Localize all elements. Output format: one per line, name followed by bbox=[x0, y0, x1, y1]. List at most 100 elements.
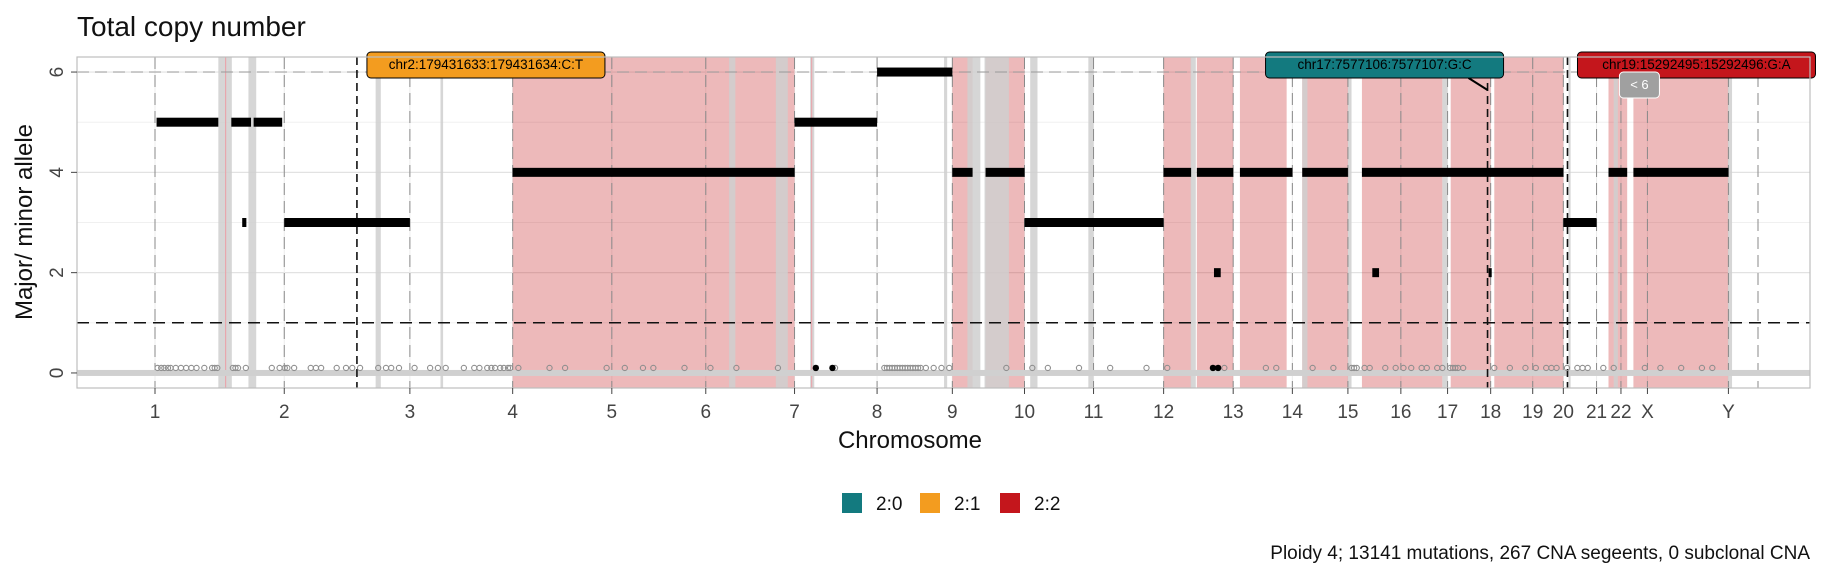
mutation-point bbox=[158, 364, 165, 372]
mutation-point bbox=[938, 364, 945, 372]
panel-border bbox=[76, 56, 1811, 389]
mutation-point bbox=[1452, 364, 1459, 372]
cna-region-shade bbox=[1239, 57, 1287, 388]
x-tick-label: 11 bbox=[1084, 402, 1104, 423]
mutation-point bbox=[154, 364, 161, 372]
cn-segment bbox=[1196, 167, 1234, 177]
x-tick-label: 8 bbox=[872, 402, 883, 423]
mutation-point bbox=[504, 364, 512, 372]
x-tick-label: 1 bbox=[150, 402, 161, 423]
x-tick-label: 22 bbox=[1610, 402, 1631, 423]
mutation-point bbox=[242, 364, 249, 372]
mutation-point bbox=[1491, 364, 1498, 372]
cn-segment bbox=[877, 67, 953, 77]
mutation-point bbox=[1579, 364, 1586, 372]
gap-band bbox=[775, 57, 788, 388]
mutation-point bbox=[177, 364, 185, 372]
cn-segment bbox=[156, 117, 219, 127]
mutation-point bbox=[1273, 364, 1280, 372]
cna-region-shade bbox=[512, 57, 795, 388]
x-tick-label: 2 bbox=[279, 402, 290, 423]
cna-region-shade bbox=[1196, 57, 1234, 388]
mutation-point bbox=[506, 364, 514, 372]
cn-segment bbox=[1239, 167, 1293, 177]
mutation-point bbox=[1392, 364, 1399, 372]
mutation-point bbox=[621, 364, 628, 372]
x-tick-label: 21 bbox=[1586, 402, 1607, 423]
driver-point bbox=[1209, 364, 1217, 372]
mutation-point bbox=[733, 364, 740, 372]
y-tick-label: 4 bbox=[47, 167, 68, 178]
gap-band bbox=[1302, 57, 1308, 388]
mutation-point bbox=[1506, 364, 1514, 372]
mutation-point bbox=[922, 364, 930, 372]
cn-segment bbox=[952, 167, 973, 177]
cn-segment bbox=[242, 218, 247, 227]
cn-segment bbox=[1608, 167, 1628, 177]
y-tick-label: 6 bbox=[47, 67, 68, 78]
mutation-point bbox=[232, 364, 239, 372]
mutation-point bbox=[411, 364, 418, 372]
mutation-point bbox=[276, 364, 283, 372]
cn-segment bbox=[231, 117, 252, 127]
mutation-point bbox=[774, 364, 782, 372]
mutation-point bbox=[1522, 364, 1529, 372]
y-tick-label: 2 bbox=[47, 267, 68, 278]
mutation-point bbox=[488, 364, 495, 372]
mutation-point bbox=[1143, 364, 1150, 372]
legend-label: 2:0 bbox=[876, 494, 902, 515]
mutation-point bbox=[1584, 364, 1591, 372]
x-tick-label: 14 bbox=[1282, 402, 1304, 423]
cn-segment bbox=[284, 218, 410, 227]
cn-segment bbox=[1563, 218, 1597, 227]
cn-segment bbox=[1361, 167, 1564, 177]
chart-title: Total copy number bbox=[77, 11, 306, 42]
mutation-point bbox=[1003, 364, 1010, 372]
mutation-point bbox=[914, 364, 922, 372]
mutation-point bbox=[1309, 364, 1316, 372]
cn-segment bbox=[1488, 268, 1492, 278]
x-tick-label: 12 bbox=[1153, 402, 1174, 423]
x-tick-label: 15 bbox=[1337, 402, 1358, 423]
mutation-point bbox=[946, 364, 953, 372]
cna-region-shade bbox=[1361, 57, 1443, 388]
mutation-point bbox=[1563, 364, 1571, 372]
x-tick-label: 5 bbox=[607, 402, 618, 423]
mutation-point bbox=[307, 364, 314, 372]
mutation-point bbox=[268, 364, 275, 372]
annotation-box bbox=[366, 51, 606, 79]
cna-region-shade bbox=[1633, 57, 1729, 388]
legend-label: 2:2 bbox=[1034, 494, 1060, 515]
mutation-point bbox=[497, 364, 504, 372]
mutation-point bbox=[1221, 364, 1228, 372]
y-axis-label: Major/ minor allele bbox=[11, 124, 38, 320]
mutation-point bbox=[707, 364, 714, 372]
y-axis: 0 2 4 6 bbox=[47, 67, 77, 378]
x-tick-label: 17 bbox=[1437, 402, 1458, 423]
cn-segment bbox=[1213, 268, 1221, 278]
mutation-point bbox=[476, 364, 483, 372]
driver-point bbox=[829, 364, 836, 372]
mutation-point bbox=[603, 364, 610, 372]
cn-segment bbox=[985, 167, 1025, 177]
out-of-range-tag bbox=[1618, 71, 1660, 99]
mutation-point bbox=[356, 364, 364, 372]
mutation-point bbox=[1330, 364, 1337, 372]
annotation-box bbox=[1265, 51, 1505, 79]
mutation-point bbox=[375, 364, 382, 372]
annotation-label: chr2:179431633:179431634:C:T bbox=[389, 57, 583, 72]
mutation-point bbox=[1709, 364, 1716, 372]
x-tick-label: 9 bbox=[947, 402, 958, 423]
mutation-point bbox=[388, 364, 395, 372]
mutation-point bbox=[681, 364, 688, 372]
x-tick-label: 4 bbox=[507, 402, 518, 423]
gap-band bbox=[1727, 57, 1733, 388]
gap-band bbox=[1442, 57, 1448, 388]
gap-band bbox=[1190, 57, 1196, 388]
mutation-point bbox=[442, 364, 449, 372]
cna-region-shade bbox=[1450, 57, 1491, 388]
plot-panel: chr2:179431633:179431634:C:T chr17:757710… bbox=[76, 51, 1816, 389]
mutation-point bbox=[342, 364, 350, 372]
driver-point bbox=[812, 364, 820, 372]
cn-segment bbox=[1372, 268, 1380, 278]
